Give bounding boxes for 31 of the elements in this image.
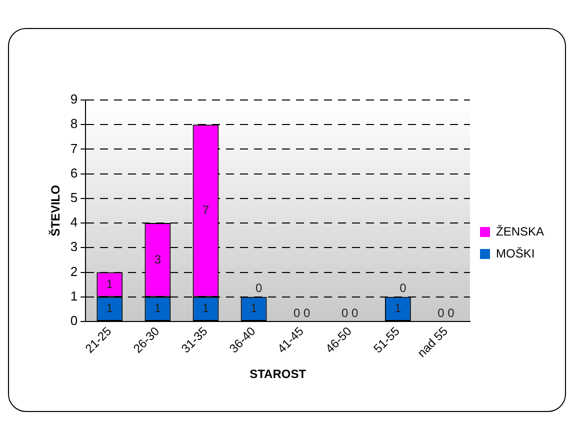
legend-label: ŽENSKA [496, 224, 544, 238]
data-label: 0 [255, 281, 262, 296]
data-label: 0 [352, 306, 359, 320]
data-label: 1 [202, 301, 210, 316]
y-axis-title: ŠTEVILO [48, 185, 63, 236]
y-tick-label: 4 [70, 214, 78, 230]
data-label: 0 [400, 281, 407, 296]
data-label: 0 [293, 306, 300, 320]
data-label: 1 [106, 276, 114, 291]
y-tick-label: 9 [70, 92, 78, 107]
y-tick-label: 5 [70, 190, 78, 206]
data-label: 0 [448, 306, 455, 320]
x-axis-title: STAROST [250, 367, 307, 382]
y-tick-label: 8 [70, 116, 78, 132]
x-tick-label: nad 55 [414, 324, 451, 360]
data-label: 1 [394, 301, 402, 316]
legend-label: MOŠKI [496, 246, 535, 260]
y-tick-label: 0 [70, 313, 78, 328]
data-label: 1 [154, 301, 162, 316]
data-label: 1 [250, 301, 258, 316]
data-label: 7 [202, 203, 210, 218]
y-tick-label: 3 [70, 239, 78, 254]
data-label: 1 [106, 301, 114, 316]
y-tick-label: 1 [70, 288, 78, 304]
data-label: 3 [154, 252, 162, 266]
data-label: 0 [438, 306, 445, 320]
y-tick-label: 6 [70, 165, 78, 180]
y-tick-label: 2 [70, 264, 78, 279]
y-tick-label: 7 [70, 140, 78, 156]
data-label: 0 [303, 306, 310, 320]
data-label: 0 [342, 306, 349, 320]
